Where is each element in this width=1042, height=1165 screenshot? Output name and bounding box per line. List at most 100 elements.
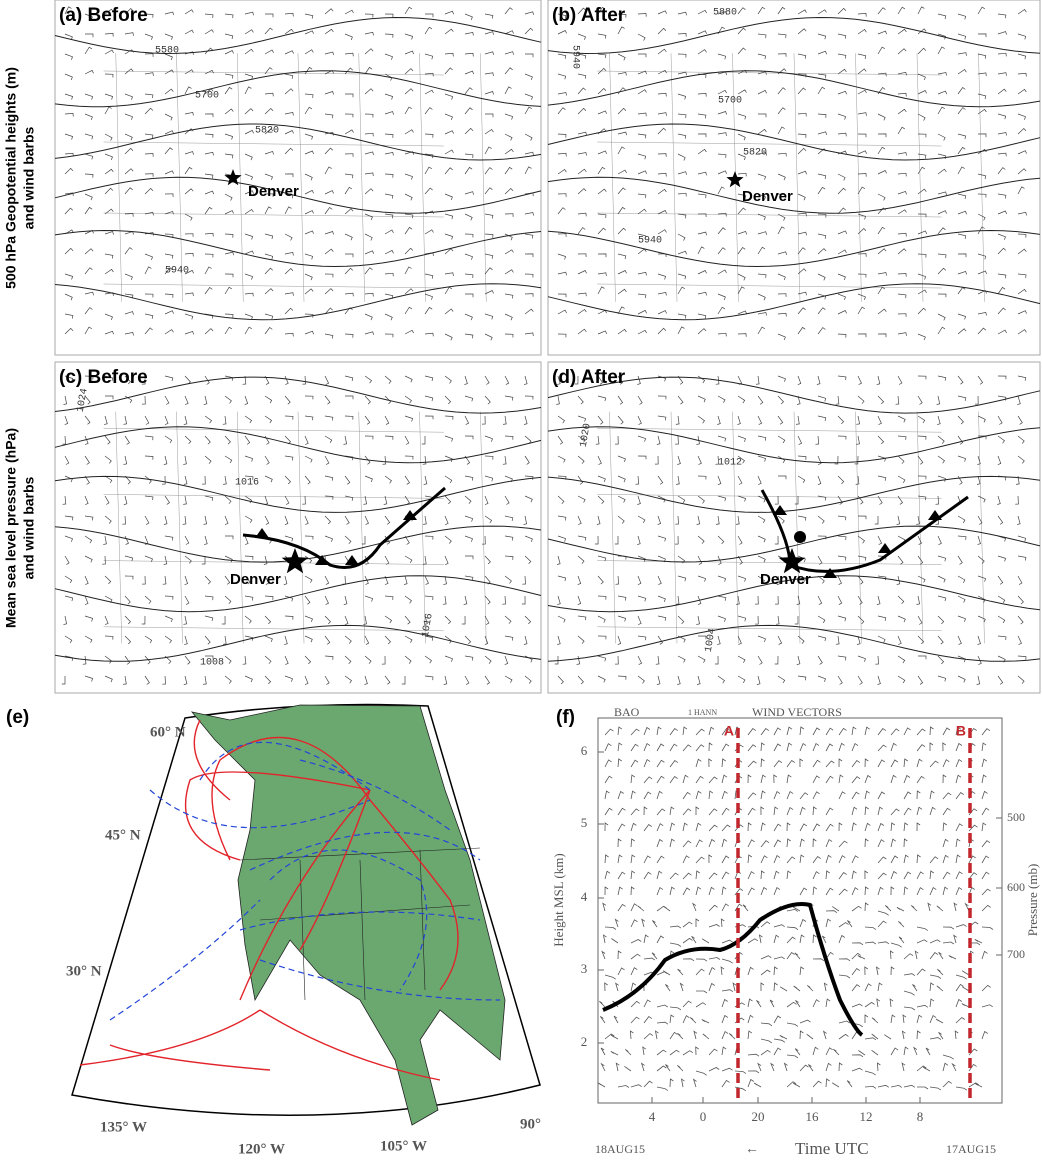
wind-barb <box>709 1049 717 1055</box>
wind-barb <box>644 958 655 960</box>
wind-barb <box>631 729 639 735</box>
wind-barb <box>865 942 876 944</box>
wind-barb <box>943 1081 952 1087</box>
wind-barb <box>813 1081 822 1087</box>
wind-barb <box>683 809 691 815</box>
wind-barb <box>852 856 858 863</box>
wind-barb <box>761 970 770 975</box>
wind-barb <box>852 985 860 991</box>
wind-barb <box>683 922 692 927</box>
wind-barb <box>774 957 785 959</box>
wind-barb <box>774 824 781 831</box>
wind-barb <box>982 1032 988 1040</box>
wind-barb <box>891 809 899 815</box>
contour-label: 5700 <box>718 96 742 107</box>
wind-barb <box>904 991 915 995</box>
wind-barb <box>787 1023 798 1026</box>
wind-barb <box>956 984 964 991</box>
wind-barb <box>761 807 764 815</box>
wind-barb <box>748 1071 759 1073</box>
wind-barb <box>748 967 754 975</box>
wind-barb <box>722 775 727 783</box>
wind-barb <box>813 760 820 767</box>
wind-barb <box>930 807 936 815</box>
wind-barb <box>722 872 729 879</box>
wind-barb <box>865 1038 876 1040</box>
wind-barb <box>709 759 712 767</box>
wind-barb <box>852 777 860 783</box>
wind-barb <box>683 856 689 863</box>
wind-barb <box>729 1034 735 1040</box>
wind-barb <box>930 743 933 751</box>
wind-barb <box>847 1081 852 1087</box>
wind-barb <box>982 759 987 767</box>
wind-barb <box>644 872 651 879</box>
wind-barb <box>670 807 674 815</box>
wind-barb <box>787 792 793 799</box>
wind-barb <box>670 887 675 895</box>
wind-barb <box>696 807 699 815</box>
wind-barb <box>702 939 709 943</box>
wind-barb <box>709 777 717 783</box>
wind-barb <box>956 775 961 783</box>
x-tick-label: 12 <box>860 1109 873 1124</box>
wind-barb <box>877 999 880 1007</box>
wind-barb <box>631 1085 642 1087</box>
wind-barb <box>722 887 726 895</box>
wind-barb <box>709 925 720 928</box>
wind-barb <box>949 956 956 960</box>
contour-label: 5940 <box>165 266 189 277</box>
wind-barb <box>852 727 856 735</box>
wind-barb <box>657 824 663 831</box>
wind-barb <box>800 888 807 895</box>
wind-barb <box>956 824 963 831</box>
wind-barb <box>722 904 729 911</box>
wind-barb <box>598 1083 605 1087</box>
wind-barb <box>865 1015 868 1023</box>
wind-barb <box>757 1000 762 1007</box>
x-arrow: ← <box>745 1142 759 1157</box>
wind-barb <box>670 943 681 947</box>
wind-barb <box>656 1031 659 1039</box>
wind-barb <box>839 841 847 847</box>
wind-barb <box>904 792 911 799</box>
wind-barb <box>930 1087 941 1090</box>
wind-barb <box>917 807 922 815</box>
wind-barb <box>771 1064 774 1071</box>
wind-barb <box>826 1063 831 1071</box>
wind-barb <box>930 857 938 863</box>
wind-barb <box>943 808 950 815</box>
wind-barb <box>891 775 896 783</box>
wind-barb <box>956 744 962 752</box>
wind-barb <box>891 760 898 767</box>
wind-barb <box>852 943 863 945</box>
wind-barb <box>839 889 848 895</box>
wind-barb <box>872 1050 878 1055</box>
wind-barb <box>760 935 763 943</box>
x-end: 17AUG15 <box>946 1142 996 1156</box>
wind-barb <box>813 959 824 961</box>
wind-barb <box>865 839 868 847</box>
wind-barb <box>904 887 908 895</box>
wind-barb <box>761 791 765 799</box>
wind-barb <box>904 808 911 815</box>
contour-label: 1016 <box>235 478 259 489</box>
wind-barb <box>826 888 833 895</box>
wind-barb <box>787 953 795 960</box>
wind-barb <box>852 1068 863 1071</box>
wind-barb <box>813 887 817 895</box>
contour-label: 5940 <box>569 45 580 69</box>
contour-label: 1008 <box>200 658 224 669</box>
wind-barb <box>663 971 670 975</box>
contour-label: 1012 <box>718 458 742 469</box>
wind-barb <box>839 823 842 831</box>
wind-barb <box>904 1047 908 1055</box>
wind-barb <box>956 1087 967 1090</box>
wind-barb <box>839 1034 849 1039</box>
wind-barb <box>890 999 893 1007</box>
wind-barb <box>813 1000 819 1007</box>
wind-barb <box>603 903 606 911</box>
wind-barb <box>826 728 833 735</box>
lon-label: 90° <box>520 1116 541 1132</box>
wind-barb <box>683 775 688 783</box>
